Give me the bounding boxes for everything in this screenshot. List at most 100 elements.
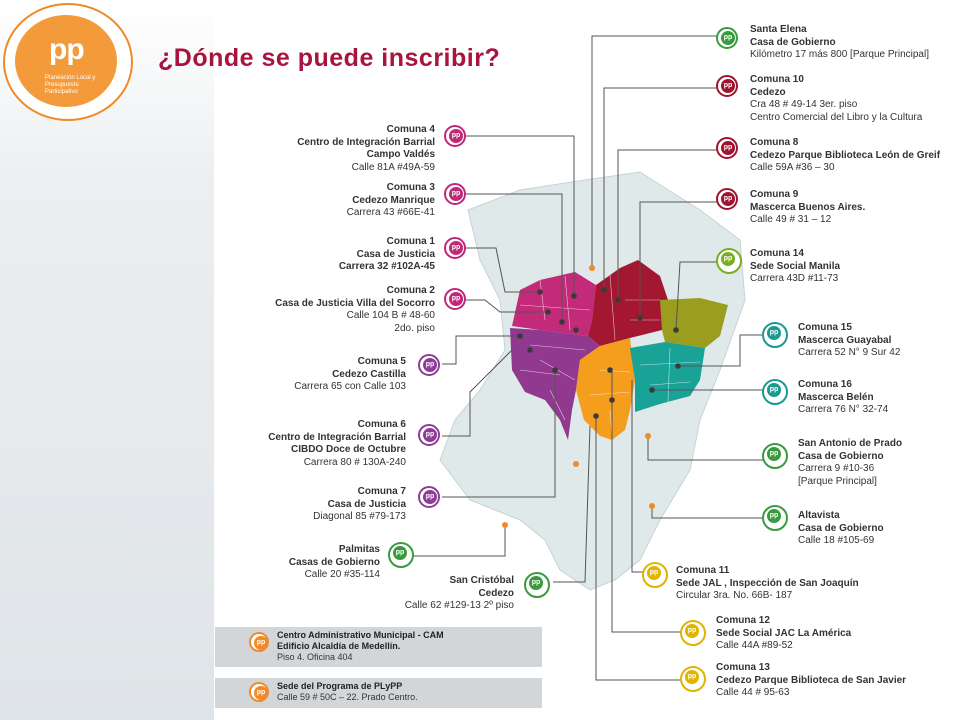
- label-comuna-12-place: Sede Social JAC La América: [716, 627, 852, 639]
- pp-marker-icon: [444, 125, 466, 147]
- label-comuna-1-place: Casa de Justicia: [356, 248, 435, 260]
- label-san-cristobal-title: San Cristóbal: [449, 575, 514, 586]
- label-comuna-5: Comuna 5 Cedezo Castilla Carrera 65 con …: [294, 356, 406, 394]
- location-dots: [517, 287, 681, 419]
- label-comuna-1-address: Carrera 32 #102A-45: [338, 261, 435, 272]
- label-comuna-13-place: Cedezo Parque Biblioteca de San Javier: [716, 674, 907, 686]
- pp-marker-icon: [762, 379, 788, 405]
- pp-marker-icon: [716, 137, 738, 159]
- label-comuna-2-address: Calle 104 B # 48-60: [346, 310, 435, 321]
- pp-marker-icon: [716, 248, 742, 274]
- label-comuna-5-title: Comuna 5: [357, 356, 406, 367]
- label-comuna-6-place: Centro de Integración Barrial: [268, 431, 406, 443]
- label-comuna-9: Comuna 9 Mascerca Buenos Aires. Calle 49…: [750, 189, 865, 227]
- label-comuna-12-address: Calle 44A #89-52: [716, 640, 793, 651]
- label-comuna-11-address: Circular 3ra. No. 66B- 187: [676, 590, 793, 601]
- label-comuna-3-place: Cedezo Manrique: [352, 194, 435, 206]
- pp-marker-icon: [680, 666, 706, 692]
- label-comuna-7-title: Comuna 7: [357, 486, 406, 497]
- label-comuna-6-place2: CIBDO Doce de Octubre: [290, 444, 406, 455]
- logo-badge: [15, 15, 117, 107]
- label-palmitas-place: Casas de Gobierno: [288, 556, 380, 568]
- label-santa-elena-address: Kilómetro 17 más 800 [Parque Principal]: [750, 49, 929, 60]
- zone-orange: [576, 338, 635, 440]
- pp-marker-icon: [418, 354, 440, 376]
- label-comuna-14-address: Carrera 43D #11-73: [750, 273, 839, 284]
- cam-building: Edificio Alcaldía de Medellín.: [277, 641, 401, 651]
- label-comuna-16-place: Mascerca Belén: [798, 391, 874, 403]
- label-san-cristobal-address: Calle 62 #129-13 2º piso: [404, 600, 514, 611]
- label-comuna-9-address: Calle 49 # 31 – 12: [750, 214, 832, 225]
- label-comuna-3: Comuna 3 Cedezo Manrique Carrera 43 #66E…: [347, 182, 435, 220]
- label-comuna-8-address: Calle 59A #36 – 30: [750, 162, 835, 173]
- label-comuna-4-place2: Campo Valdés: [366, 149, 435, 160]
- label-comuna-14-title: Comuna 14: [750, 248, 804, 259]
- plypp-info-text: Sede del Programa de PLyPP Calle 59 # 50…: [277, 681, 418, 703]
- label-comuna-8-place: Cedezo Parque Biblioteca León de Greif: [750, 149, 941, 161]
- label-comuna-6-address: Carrera 80 # 130A-240: [303, 456, 406, 468]
- zone-red: [588, 260, 668, 346]
- label-san-antonio-title: San Antonio de Prado: [798, 438, 903, 449]
- logo-subtitle: Planeación Local y Presupuesto Participa…: [45, 75, 96, 95]
- label-comuna-16-address: Carrera 76 N° 32-74: [798, 404, 889, 415]
- label-comuna-2: Comuna 2 Casa de Justicia Villa del Soco…: [275, 285, 435, 335]
- label-comuna-7-address: Diagonal 85 #79-173: [313, 511, 406, 522]
- connector-lines-right: [591, 35, 764, 681]
- cam-info-box: Centro Administrativo Municipal - CAM Ed…: [215, 627, 542, 667]
- label-comuna-15: Comuna 15 Mascerca Guayabal Carrera 52 N…: [798, 322, 900, 360]
- label-san-cristobal: San Cristóbal Cedezo Calle 62 #129-13 2º…: [405, 575, 514, 613]
- pp-marker-icon: [388, 542, 414, 568]
- label-comuna-2-place: Casa de Justicia Villa del Socorro: [275, 297, 435, 309]
- label-comuna-15-place: Mascerca Guayabal: [798, 334, 892, 346]
- label-comuna-6-title: Comuna 6: [357, 419, 406, 430]
- label-comuna-2-title: Comuna 2: [386, 285, 435, 296]
- pp-marker-icon: [444, 288, 466, 310]
- label-comuna-5-address: Carrera 65 con Calle 103: [294, 381, 406, 392]
- label-comuna-16: Comuna 16 Mascerca Belén Carrera 76 N° 3…: [798, 379, 888, 417]
- left-sidebar-background: [0, 0, 214, 720]
- label-comuna-11-place: Sede JAL , Inspección de San Joaquín: [676, 577, 859, 589]
- label-comuna-1-title: Comuna 1: [386, 236, 435, 247]
- label-comuna-14: Comuna 14 Sede Social Manila Carrera 43D…: [750, 248, 840, 286]
- label-palmitas: Palmitas Casas de Gobierno Calle 20 #35-…: [289, 544, 380, 582]
- label-altavista-title: Altavista: [798, 510, 840, 521]
- connector-lines-left: [412, 135, 591, 583]
- pp-marker-icon: [762, 443, 788, 469]
- label-comuna-9-title: Comuna 9: [750, 189, 799, 200]
- label-comuna-12-title: Comuna 12: [716, 615, 770, 626]
- label-comuna-10-place: Cedezo: [750, 86, 786, 98]
- label-altavista-place: Casa de Gobierno: [798, 522, 884, 534]
- pp-logo: pp Planeación Local y Presupuesto Partic…: [3, 3, 133, 121]
- label-altavista: Altavista Casa de Gobierno Calle 18 #105…: [798, 510, 884, 548]
- label-comuna-4-address: Calle 81A #49A-59: [351, 161, 435, 173]
- pp-marker-icon: [642, 562, 668, 588]
- page-title: ¿Dónde se puede inscribir?: [158, 44, 501, 72]
- pp-marker-icon: [716, 188, 738, 210]
- cam-title: Centro Administrativo Municipal - CAM: [277, 630, 444, 640]
- pp-marker-icon: [418, 424, 440, 446]
- label-comuna-10-title: Comuna 10: [750, 74, 804, 85]
- label-comuna-10-building: Centro Comercial del Libro y la Cultura: [750, 111, 923, 123]
- label-comuna-4-place: Centro de Integración Barrial: [297, 136, 435, 148]
- label-comuna-4: Comuna 4 Centro de Integración Barrial C…: [297, 124, 435, 174]
- zone-teal: [630, 342, 705, 412]
- label-san-cristobal-place: Cedezo: [478, 587, 514, 599]
- label-comuna-15-title: Comuna 15: [798, 322, 852, 333]
- pp-marker-icon: [249, 632, 269, 652]
- label-comuna-15-address: Carrera 52 N° 9 Sur 42: [798, 347, 901, 358]
- plypp-title: Sede del Programa de PLyPP: [277, 681, 403, 691]
- label-san-antonio-note: [Parque Principal]: [798, 475, 877, 487]
- plypp-address: Calle 59 # 50C – 22. Prado Centro.: [277, 692, 418, 702]
- label-comuna-12: Comuna 12 Sede Social JAC La América Cal…: [716, 615, 851, 653]
- label-comuna-8: Comuna 8 Cedezo Parque Biblioteca León d…: [750, 137, 940, 175]
- pp-marker-icon: [716, 75, 738, 97]
- pp-marker-icon: [680, 620, 706, 646]
- label-santa-elena-place: Casa de Gobierno: [750, 36, 836, 48]
- pp-marker-icon: [444, 183, 466, 205]
- label-comuna-13-address: Calle 44 # 95-63: [716, 687, 790, 698]
- label-palmitas-title: Palmitas: [338, 544, 380, 555]
- cam-office: Piso 4. Oficina 404: [277, 652, 353, 662]
- label-santa-elena-title: Santa Elena: [750, 24, 807, 35]
- label-san-antonio-de-prado: San Antonio de Prado Casa de Gobierno Ca…: [798, 438, 902, 488]
- cam-info-text: Centro Administrativo Municipal - CAM Ed…: [277, 630, 444, 663]
